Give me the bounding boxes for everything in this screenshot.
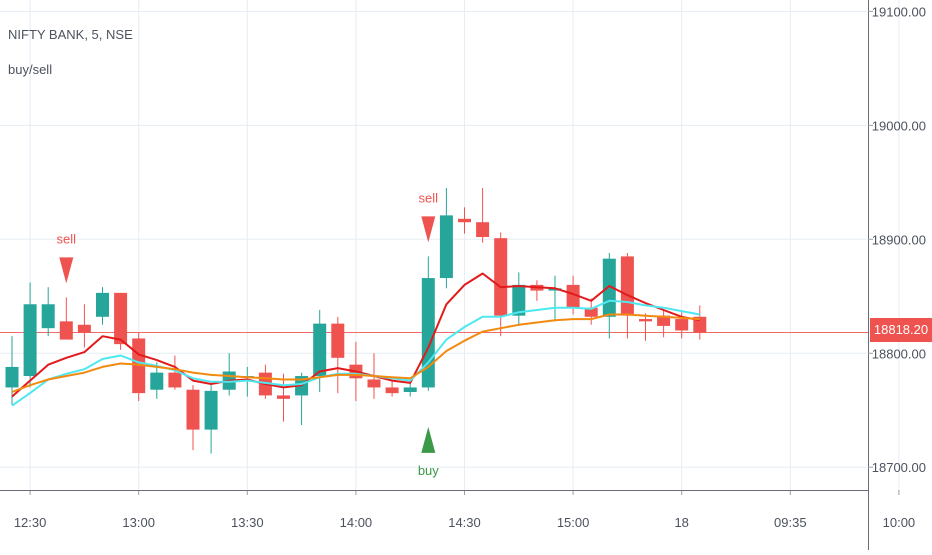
moving-average-line-2: [11, 299, 700, 407]
candle-down: [494, 238, 508, 316]
candle-up: [23, 304, 37, 377]
candle-down: [385, 387, 399, 394]
candle-up: [5, 366, 19, 388]
moving-average-line-3: [11, 313, 700, 393]
signal-layer: sell sell buy: [57, 190, 440, 477]
candle-down: [168, 372, 182, 388]
x-tick-label: 13:30: [231, 515, 264, 530]
buy-label: buy: [418, 463, 439, 478]
candle-down: [693, 316, 707, 333]
candle-down: [458, 218, 471, 223]
candle-down: [476, 222, 490, 238]
last-price-tag: 18818.20: [870, 318, 932, 342]
x-tick-label: 12:30: [14, 515, 47, 530]
candle-down: [331, 323, 345, 358]
x-tick-label: 10:00: [883, 515, 916, 530]
candle-down: [639, 319, 652, 322]
candle-up: [403, 387, 417, 392]
candle-down: [59, 321, 73, 340]
y-tick-label: 19100.00: [872, 4, 926, 19]
candle-up: [41, 304, 55, 329]
candle-up: [313, 323, 327, 377]
x-tick-label: 13:00: [122, 515, 155, 530]
grid-layer: [0, 0, 900, 490]
candle-up: [96, 292, 109, 317]
candle-up: [548, 288, 562, 291]
y-tick-label: 18900.00: [872, 232, 926, 247]
candle-up: [512, 284, 526, 316]
candle-up: [421, 278, 435, 388]
candle-up: [439, 215, 453, 279]
x-tick-label: 09:35: [774, 515, 807, 530]
x-tick-label: 18: [674, 515, 688, 530]
sell-marker: [59, 257, 74, 284]
sell-label: sell: [57, 231, 77, 246]
x-tick-label: 15:00: [557, 515, 590, 530]
x-tick-label: 14:00: [340, 515, 373, 530]
candle-down: [277, 395, 290, 399]
x-tick-label: 14:30: [448, 515, 481, 530]
candle-down: [584, 307, 598, 317]
sell-label: sell: [419, 190, 439, 205]
candle-down: [620, 256, 634, 316]
y-tick-label: 19000.00: [872, 118, 926, 133]
symbol-title: NIFTY BANK, 5, NSE: [8, 27, 133, 42]
candle-down: [675, 319, 689, 331]
candle-down: [367, 379, 381, 388]
candle-down: [186, 389, 200, 430]
study-title: buy/sell: [8, 62, 53, 77]
candle-down: [77, 324, 91, 333]
series-layer: [11, 272, 700, 407]
candle-up: [204, 390, 218, 430]
y-tick-label: 18800.00: [872, 346, 926, 361]
candle-down: [114, 292, 128, 345]
sell-marker: [421, 216, 436, 243]
y-tick-label: 18700.00: [872, 460, 926, 475]
buy-marker: [421, 426, 436, 453]
candle-down: [657, 315, 671, 326]
moving-average-line-1: [11, 272, 700, 398]
candle-up: [150, 372, 164, 390]
candle-down: [566, 284, 580, 308]
